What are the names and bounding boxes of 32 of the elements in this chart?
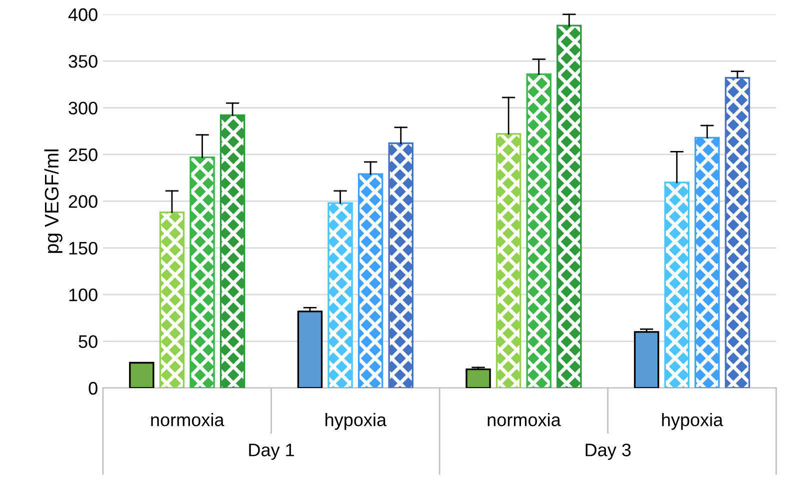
bar: [724, 77, 750, 388]
y-tick-label: 200: [68, 195, 98, 208]
y-tick-label: 100: [69, 288, 98, 302]
x-tick-label: hypoxia: [326, 412, 387, 430]
x-tick-label: normoxia: [151, 412, 224, 426]
bar: [328, 202, 353, 388]
bar: [526, 73, 552, 388]
bar: [466, 368, 491, 388]
bar: [220, 114, 246, 388]
bar: [159, 212, 185, 388]
y-tick-label: 250: [68, 148, 98, 162]
bar: [694, 136, 720, 388]
bar: [297, 310, 323, 388]
text: Day 3: [586, 444, 631, 460]
y-tick-label: 50: [78, 335, 98, 348]
bar: [634, 331, 660, 388]
y-axis-title: pg VEGF/ml: [44, 150, 62, 253]
x-tick-label: normoxia: [488, 412, 561, 426]
bar: [496, 133, 522, 388]
bar: [129, 362, 154, 388]
bar: [664, 182, 690, 388]
bar: [190, 156, 215, 388]
bar: [388, 142, 414, 388]
y-tick-label: 300: [68, 102, 98, 114]
x-tick-label: hypoxia: [662, 412, 724, 430]
bar: [358, 173, 384, 388]
y-tick-label: 350: [68, 55, 98, 68]
y-tick-label: 150: [69, 242, 98, 255]
bar: [556, 24, 582, 388]
text: Day 1: [249, 444, 294, 460]
y-tick-label: 400: [68, 8, 98, 22]
y-tick-label: 0: [88, 382, 98, 395]
